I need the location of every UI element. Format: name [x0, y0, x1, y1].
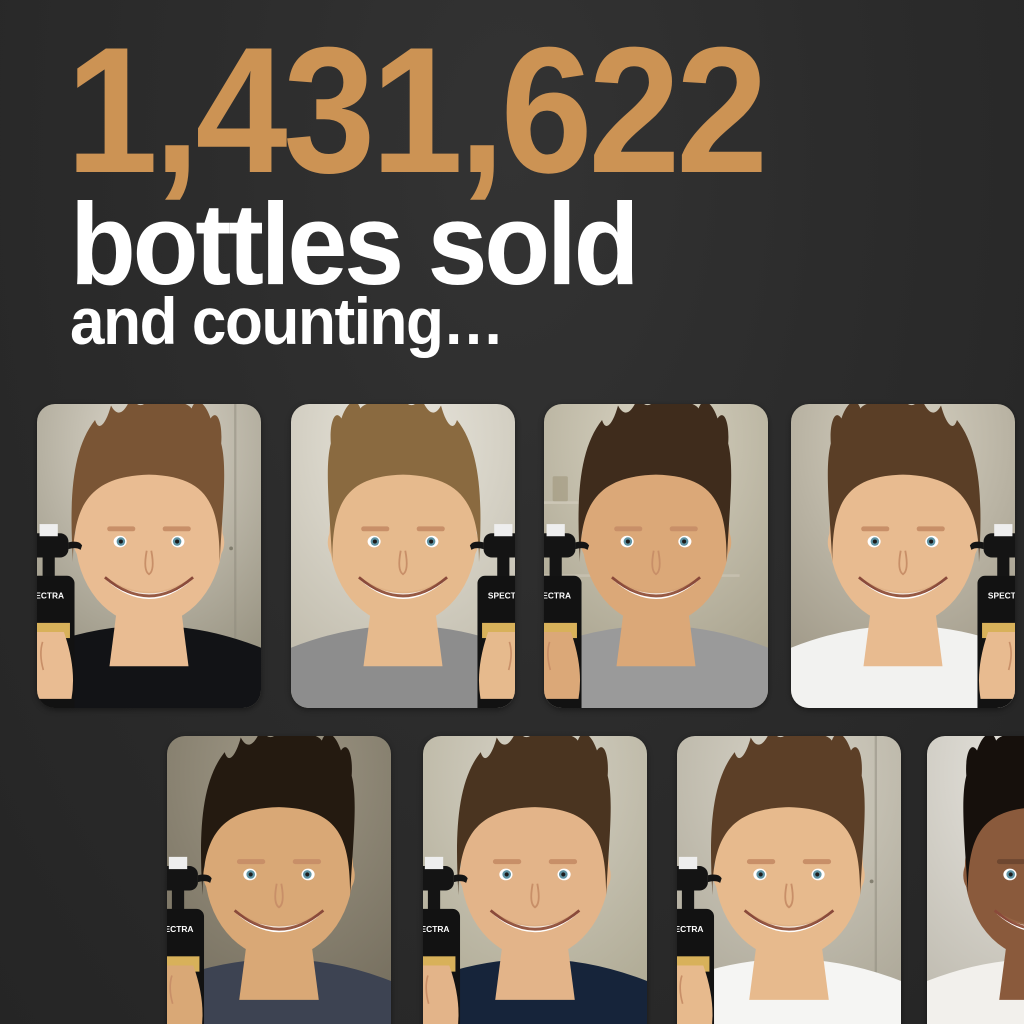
svg-text:SPECTRA: SPECTRA: [677, 924, 704, 934]
svg-text:SPECTRA: SPECTRA: [167, 924, 194, 934]
svg-text:SPECTRA: SPECTRA: [988, 591, 1015, 601]
svg-text:SPECTRA: SPECTRA: [544, 591, 571, 601]
svg-text:SPECTRA: SPECTRA: [488, 591, 515, 601]
svg-text:SPECTRA: SPECTRA: [423, 924, 450, 934]
svg-text:SPECTRA: SPECTRA: [37, 591, 64, 601]
